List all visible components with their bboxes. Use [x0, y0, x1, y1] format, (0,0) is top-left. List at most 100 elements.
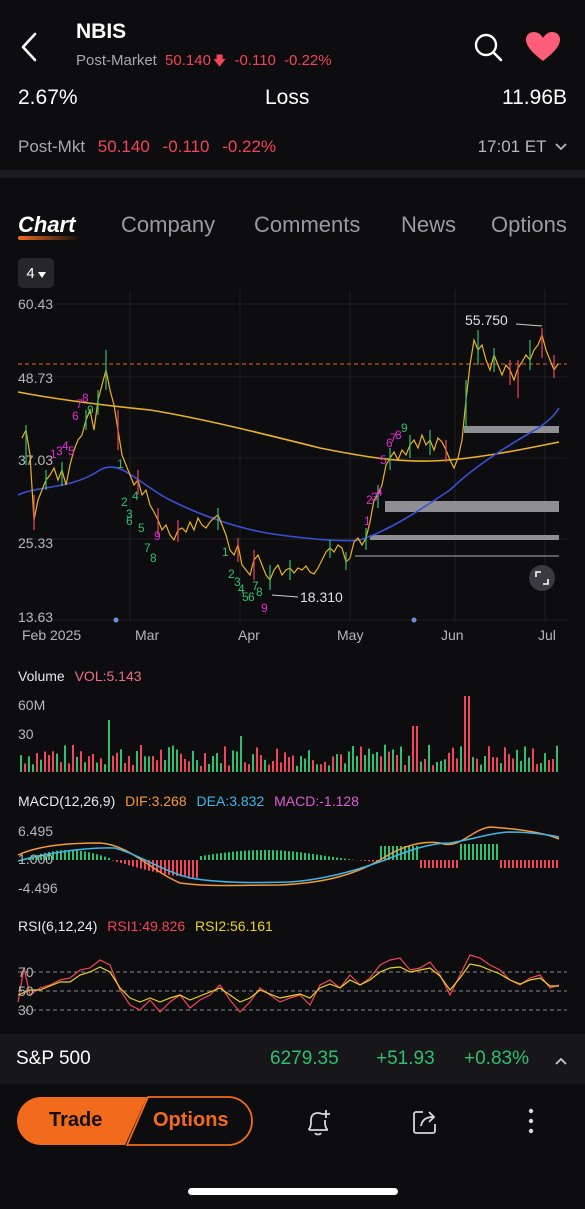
volume-bar: [168, 747, 170, 772]
rsi-label: RSI(6,12,24): [18, 918, 98, 934]
macd-bar: [288, 851, 290, 860]
share-icon[interactable]: [409, 1106, 441, 1138]
volume-bar: [240, 736, 242, 772]
time-selector[interactable]: 17:01 ET: [478, 137, 567, 157]
macd-bar: [240, 850, 242, 860]
volume-bar: [48, 755, 50, 772]
volume-bar: [280, 762, 282, 772]
back-icon[interactable]: [16, 30, 46, 64]
volume-profile-bar: [370, 535, 559, 540]
rsi-line-2: [17, 963, 559, 1003]
tab-news[interactable]: News: [401, 212, 457, 237]
td-label: 8: [395, 428, 402, 442]
tab-options[interactable]: Options: [491, 212, 567, 237]
event-dot[interactable]: [113, 617, 119, 623]
td-label: 8: [150, 551, 157, 565]
search-icon[interactable]: [472, 31, 504, 63]
volume-bar: [68, 763, 70, 772]
volume-bar: [192, 750, 194, 772]
td-label: 5: [380, 453, 387, 467]
macd-bar: [124, 860, 126, 865]
volume-bar: [80, 751, 82, 772]
rsi-y-tick: 70: [18, 964, 34, 980]
volume-bar: [352, 746, 354, 772]
tab-comments[interactable]: Comments: [254, 212, 361, 237]
macd-bar: [184, 860, 186, 877]
td-label: 9: [261, 601, 268, 615]
tab-chart[interactable]: Chart: [18, 212, 76, 237]
post-mkt-pct: -0.22%: [222, 137, 277, 156]
volume-bar: [328, 765, 330, 772]
period-selector[interactable]: 4: [18, 258, 54, 288]
macd-bar: [244, 850, 246, 860]
macd-bar: [312, 853, 314, 860]
event-dot[interactable]: [411, 617, 417, 623]
td-label: 6: [72, 409, 79, 423]
volume-bar: [304, 758, 306, 772]
stat-mid: Loss: [265, 86, 310, 109]
macd-chart[interactable]: 6.495 1.000 -4.496: [0, 815, 585, 905]
volume-chart[interactable]: 60M 30: [0, 690, 585, 780]
macd-bar: [272, 850, 274, 860]
rsi-chart[interactable]: 70 50 30: [0, 940, 585, 1030]
volume-bar: [200, 765, 202, 772]
post-mkt-row: Post-Mkt 50.140 -0.110 -0.22%: [18, 137, 276, 157]
td-label: 1: [117, 457, 124, 471]
price-chart[interactable]: 60.43 48.73 37.03 25.33 13.63: [0, 290, 585, 650]
volume-bar: [144, 756, 146, 772]
post-market-label: Post-Market: [76, 52, 157, 69]
volume-bar: [424, 759, 426, 772]
macd-bar: [484, 844, 486, 860]
volume-bar: [112, 755, 114, 772]
tab-company[interactable]: Company: [121, 212, 216, 237]
alert-add-icon[interactable]: [302, 1106, 334, 1138]
volume-bar: [212, 755, 214, 772]
trade-button-bg[interactable]: [17, 1097, 147, 1145]
volume-bar: [340, 754, 342, 772]
trade-button[interactable]: Trade: [49, 1109, 103, 1131]
macd-bar: [472, 844, 474, 860]
volume-bar: [244, 762, 246, 772]
macd-bar: [96, 854, 98, 860]
options-button[interactable]: Options: [153, 1109, 229, 1131]
macd-bar: [416, 846, 418, 860]
post-market-price: 50.140: [165, 52, 211, 69]
options-button-bg[interactable]: [125, 1096, 253, 1146]
rsi-y-tick: 50: [18, 983, 34, 999]
volume-bar: [528, 757, 530, 772]
high-pointer-line: [515, 323, 543, 327]
volume-bar: [372, 754, 374, 772]
macd-bar: [284, 850, 286, 860]
volume-bar: [556, 745, 558, 772]
price-y-tick: 48.73: [18, 370, 53, 386]
chevron-up-icon[interactable]: [554, 1053, 568, 1071]
macd-bar: [252, 850, 254, 860]
volume-bar: [452, 747, 454, 772]
volume-bar: [156, 760, 158, 772]
favorite-heart-icon[interactable]: [524, 30, 562, 64]
volume-bar: [208, 764, 210, 772]
fullscreen-button[interactable]: [529, 565, 555, 591]
volume-profile-bar: [385, 501, 559, 512]
index-ticker-bar[interactable]: S&P 500 6279.35 +51.93 +0.83%: [0, 1034, 585, 1084]
td-label: 7: [76, 397, 83, 411]
td-sequence-labels: 1 3 4 5 6 7 8 9 1 2 3 4 5 6 7 8 9 1 2 3 …: [50, 391, 408, 615]
x-tick: Jun: [441, 627, 464, 643]
macd-bar: [508, 860, 510, 868]
macd-dea: DEA:3.832: [196, 793, 265, 809]
macd-bar: [528, 860, 530, 868]
low-price-label: 18.310: [300, 589, 343, 605]
volume-bar: [176, 749, 178, 772]
moving-average-yellow: [17, 391, 560, 462]
macd-bar: [40, 853, 42, 860]
volume-bar: [184, 758, 186, 772]
more-options-icon[interactable]: [524, 1106, 538, 1138]
volume-bar: [160, 749, 162, 772]
macd-bar: [552, 860, 554, 868]
volume-bar: [464, 696, 466, 772]
post-market-change: -0.110: [234, 52, 276, 69]
macd-bar: [424, 860, 426, 868]
time-label: 17:01 ET: [477, 137, 547, 156]
macd-bar: [228, 852, 230, 860]
td-label: 3: [234, 575, 241, 589]
